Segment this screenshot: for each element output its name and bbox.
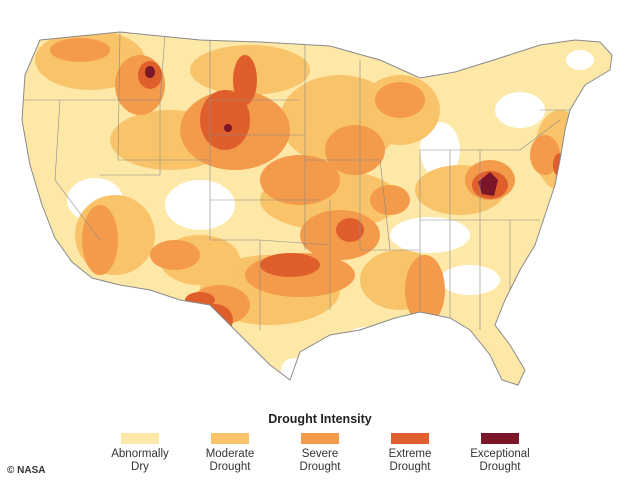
legend-item-moderate: Moderate Drought — [190, 433, 270, 474]
legend-swatch-severe — [301, 433, 339, 444]
legend-label-abnormally-dry: Abnormally Dry — [111, 448, 169, 473]
legend-swatch-extreme — [391, 433, 429, 444]
legend-item-severe: Severe Drought — [280, 433, 360, 474]
legend-item-abnormally-dry: Abnormally Dry — [100, 433, 180, 474]
image-credit: © NASA — [4, 464, 49, 477]
legend: Drought Intensity Abnormally Dry Moderate… — [100, 412, 540, 482]
legend-label-extreme: Extreme Drought — [388, 448, 432, 473]
legend-item-extreme: Extreme Drought — [370, 433, 450, 474]
legend-swatch-exceptional — [481, 433, 519, 444]
legend-item-exceptional: Exceptional Drought — [460, 433, 540, 474]
legend-title: Drought Intensity — [268, 412, 372, 426]
legend-label-exceptional: Exceptional Drought — [470, 448, 530, 473]
drought-map — [21, 31, 613, 386]
legend-swatch-moderate — [211, 433, 249, 444]
drought-layers — [22, 32, 612, 385]
legend-swatch-abnormally-dry — [121, 433, 159, 444]
us-drought-map-svg — [21, 31, 613, 386]
legend-label-moderate: Moderate Drought — [205, 448, 255, 473]
legend-label-severe: Severe Drought — [299, 448, 341, 473]
state-borders — [22, 32, 600, 330]
